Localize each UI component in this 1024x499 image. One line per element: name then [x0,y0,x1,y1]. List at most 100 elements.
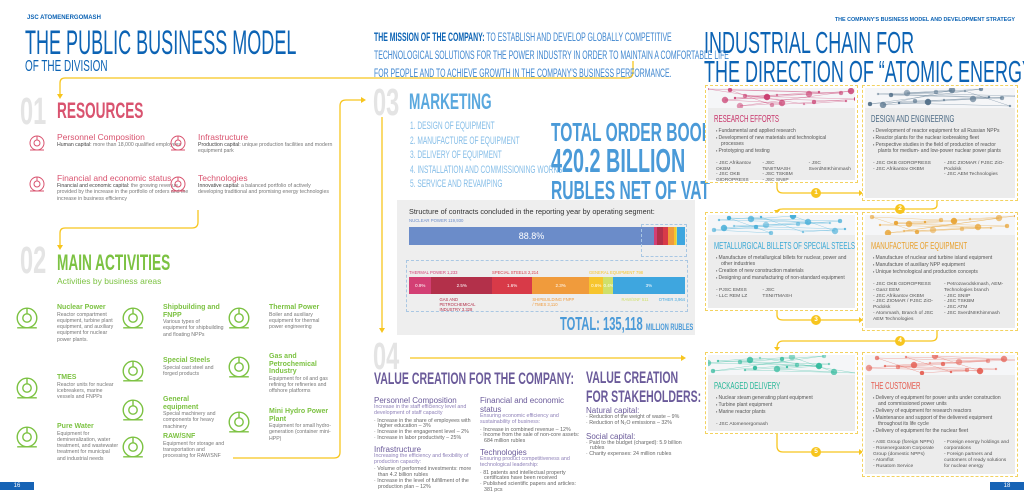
section-number: 04 [373,336,400,378]
bullet-item: Delivery of equipment for research react… [873,408,1009,415]
resource-title: Personnel Composition [57,132,145,142]
ship-icon [13,374,41,402]
bar-segment: 0.4% [603,277,614,294]
activity-description: Boiler and auxiliary equipment for therm… [269,311,320,331]
network-graphic [708,215,855,235]
bullet-item: Unique technological and production conc… [873,269,1009,276]
value-company-column: Personnel Composition Increase in the sta… [374,396,478,494]
bar-segment: 0.6% [588,277,604,294]
capital-text: the growing revenue provided by the incr… [57,183,189,202]
share-label: 0.6% [591,283,602,288]
activity-description: Reactor units for nuclear icebreakers, m… [57,381,114,401]
company-list: - JSC Afrikantov OKBM - JSC OKB GIDROPRES… [716,160,851,185]
company-item: - Rusatom Service [873,464,914,470]
marketing-list-item: 5. SERVICE AND REVAMPING [410,177,664,192]
resource-item: Infrastructure Production capital: unique… [198,133,333,155]
power-plant-icon [225,304,253,332]
activity-item: TMES Reactor units for nuclear icebreaker… [57,374,119,400]
bullet-item: Delivery of equipment for the nuclear fl… [873,428,1009,435]
chart-total: TOTAL: 135,118 MILLION RUBLES [560,315,775,336]
bar-segment: 3% [612,277,685,294]
activity-description: Reactor compartment equipment, turbine p… [57,311,114,343]
company-item: - JSC Atomenergomash [716,421,768,427]
share-label: 1.6% [507,283,518,288]
mission-text: TO ESTABLISH AND DEVELOP GLOBALLY COMPET… [484,32,672,44]
company-item: - JSC ATM [944,305,968,311]
activity-title: TMES [57,374,77,381]
company-item: - JSC OKB GIDROPRESS [873,281,931,287]
chain-title: INDUSTRIAL CHAIN FOR THE DIRECTION OF “A… [704,27,1024,87]
network-graphic [865,88,1015,108]
resource-description: Production capital: unique production fa… [198,142,333,155]
value-stakeholders-title: VALUE CREATION FOR STAKEHOLDERS: [586,369,772,407]
chain-box-title-wrap: METALLURGICAL BILLETS OF SPECIAL STEELS [714,241,855,252]
detail-bar: 0.9% 2.5% 1.6% 2.3% 0.6% 0.4% 3% [409,277,685,294]
chain-box-title-wrap: MANUFACTURE OF EQUIPMENT [871,241,1015,252]
activity-item: RAW/SNF Equipment for storage and transpo… [163,433,225,459]
company-item: - JSC Afrikantov OKBM [716,160,752,172]
activity-title: Nuclear Power [57,304,106,311]
activity-item: Pure Water Equipment for demineralization… [57,423,119,462]
finance-icon [27,174,47,194]
section-number: 03 [373,82,400,124]
mission-label: THE MISSION OF THE COMPANY: [374,32,485,44]
mission-text: FOR PEOPLE AND TO ACHIEVE GROWTH IN THE … [374,68,672,80]
bullet-item: Nuclear steam generating plant equipment [716,395,849,402]
mission-text: TECHNOLOGICAL SOLUTIONS FOR THE POWER IN… [374,50,729,62]
value-group: Financial and economic status Ensuring ec… [480,396,584,445]
capital-type: Human capital: [57,142,92,148]
bullet-item: Turbine plant equipment [716,402,849,409]
segment-label: THERMAL POWER 1,233 [409,270,458,275]
bullet-item: Delivery of equipment for power units un… [873,395,1009,408]
company-list: - JSC OKB GIDROPRESS - JSC Afrikantov OKB… [873,161,1009,179]
chain-box-body: PACKAGED DELIVERY Nuclear steam generatin… [708,355,855,431]
chain-box-body: MANUFACTURE OF EQUIPMENT Manufacture of n… [865,215,1015,328]
activity-title: Gas and Petrochemical Industry [269,353,317,375]
value-bullet: · Increase in the share of employees wit… [374,417,471,430]
bar-segment: 0.9% [409,277,432,294]
order-book-label: TOTAL ORDER BOOK: [551,117,719,147]
value-bullet: · 81 patents and intellectual property c… [480,469,566,482]
bar-segment-mini [654,227,657,245]
section-number: 01 [20,91,47,133]
chain-box-bullets: Manufacture of nuclear and turbine islan… [873,255,1009,276]
chain-box-bullets: Delivery of equipment for power units un… [873,395,1009,434]
value-group: Technologies Ensuring product competitive… [480,448,584,494]
chain-box-bullets: Development of reactor equipment for all… [873,128,1009,155]
value-bullet: · Income from the sale of non-core asset… [480,432,580,445]
value-group-subtitle: Increasing the efficiency and flexibilit… [374,452,469,465]
list-text: 2. MANUFACTURE OF EQUIPMENT [410,134,520,147]
chain-box-body: DESIGN AND ENGINEERING Development of rea… [865,88,1015,198]
resource-item: Personnel Composition Human capital: more… [57,132,192,149]
company-item: - JSC Afrikantov OKBM [873,293,924,299]
title-line: VALUE CREATION [586,368,679,387]
stakeholder-group-title: Social capital: [586,431,636,441]
value-bullet: · Increase in the engagement level – 2% [374,429,469,436]
company-item: - Atommash, Branch of JSC AEM Technologi… [873,311,934,323]
value-group: Personnel Composition Increase in the sta… [374,396,478,442]
activity-item: Nuclear Power Reactor compartment equipme… [57,304,119,343]
bar-segment-nuclear-power: 88.8% [409,227,655,245]
capital-type: Financial and economic capital: [57,183,130,189]
resource-item: Technologies Innovative capital: a balanc… [198,174,333,196]
bar-segment-mini [676,227,685,245]
company-item: - LLC REM LZ [716,293,748,299]
contracts-structure-chart: Structure of contracts concluded in the … [397,200,695,335]
company-item: - Foreign partners and customers of read… [944,452,1007,470]
share-label: 2.5% [456,283,467,288]
resource-description: Financial and economic capital: the grow… [57,183,192,202]
activity-item: Special Steels Special cast steel and for… [163,357,225,377]
refinery-icon [225,353,253,381]
bar-segment-mini [667,227,675,245]
chain-box-title: DESIGN AND ENGINEERING [871,114,955,125]
value-group-title: Financial and economic status [480,396,565,414]
mission-statement: THE MISSION OF THE COMPANY: TO ESTABLISH… [374,28,966,82]
company-item: - PJSC EMSS [716,287,747,293]
marketing-list: 1. DESIGN OF EQUIPMENT 2. MANUFACTURE OF … [410,119,664,192]
network-graphic [865,215,1015,235]
activities-subtitle: Activities by business areas [57,276,162,286]
bullet-item: Reactor plants for the nuclear icebreaki… [873,135,1009,142]
resource-description: Human capital: more than 18,000 qualifie… [57,142,192,148]
bar-segment-mini [656,227,664,245]
share-label: 88.8% [518,231,545,241]
